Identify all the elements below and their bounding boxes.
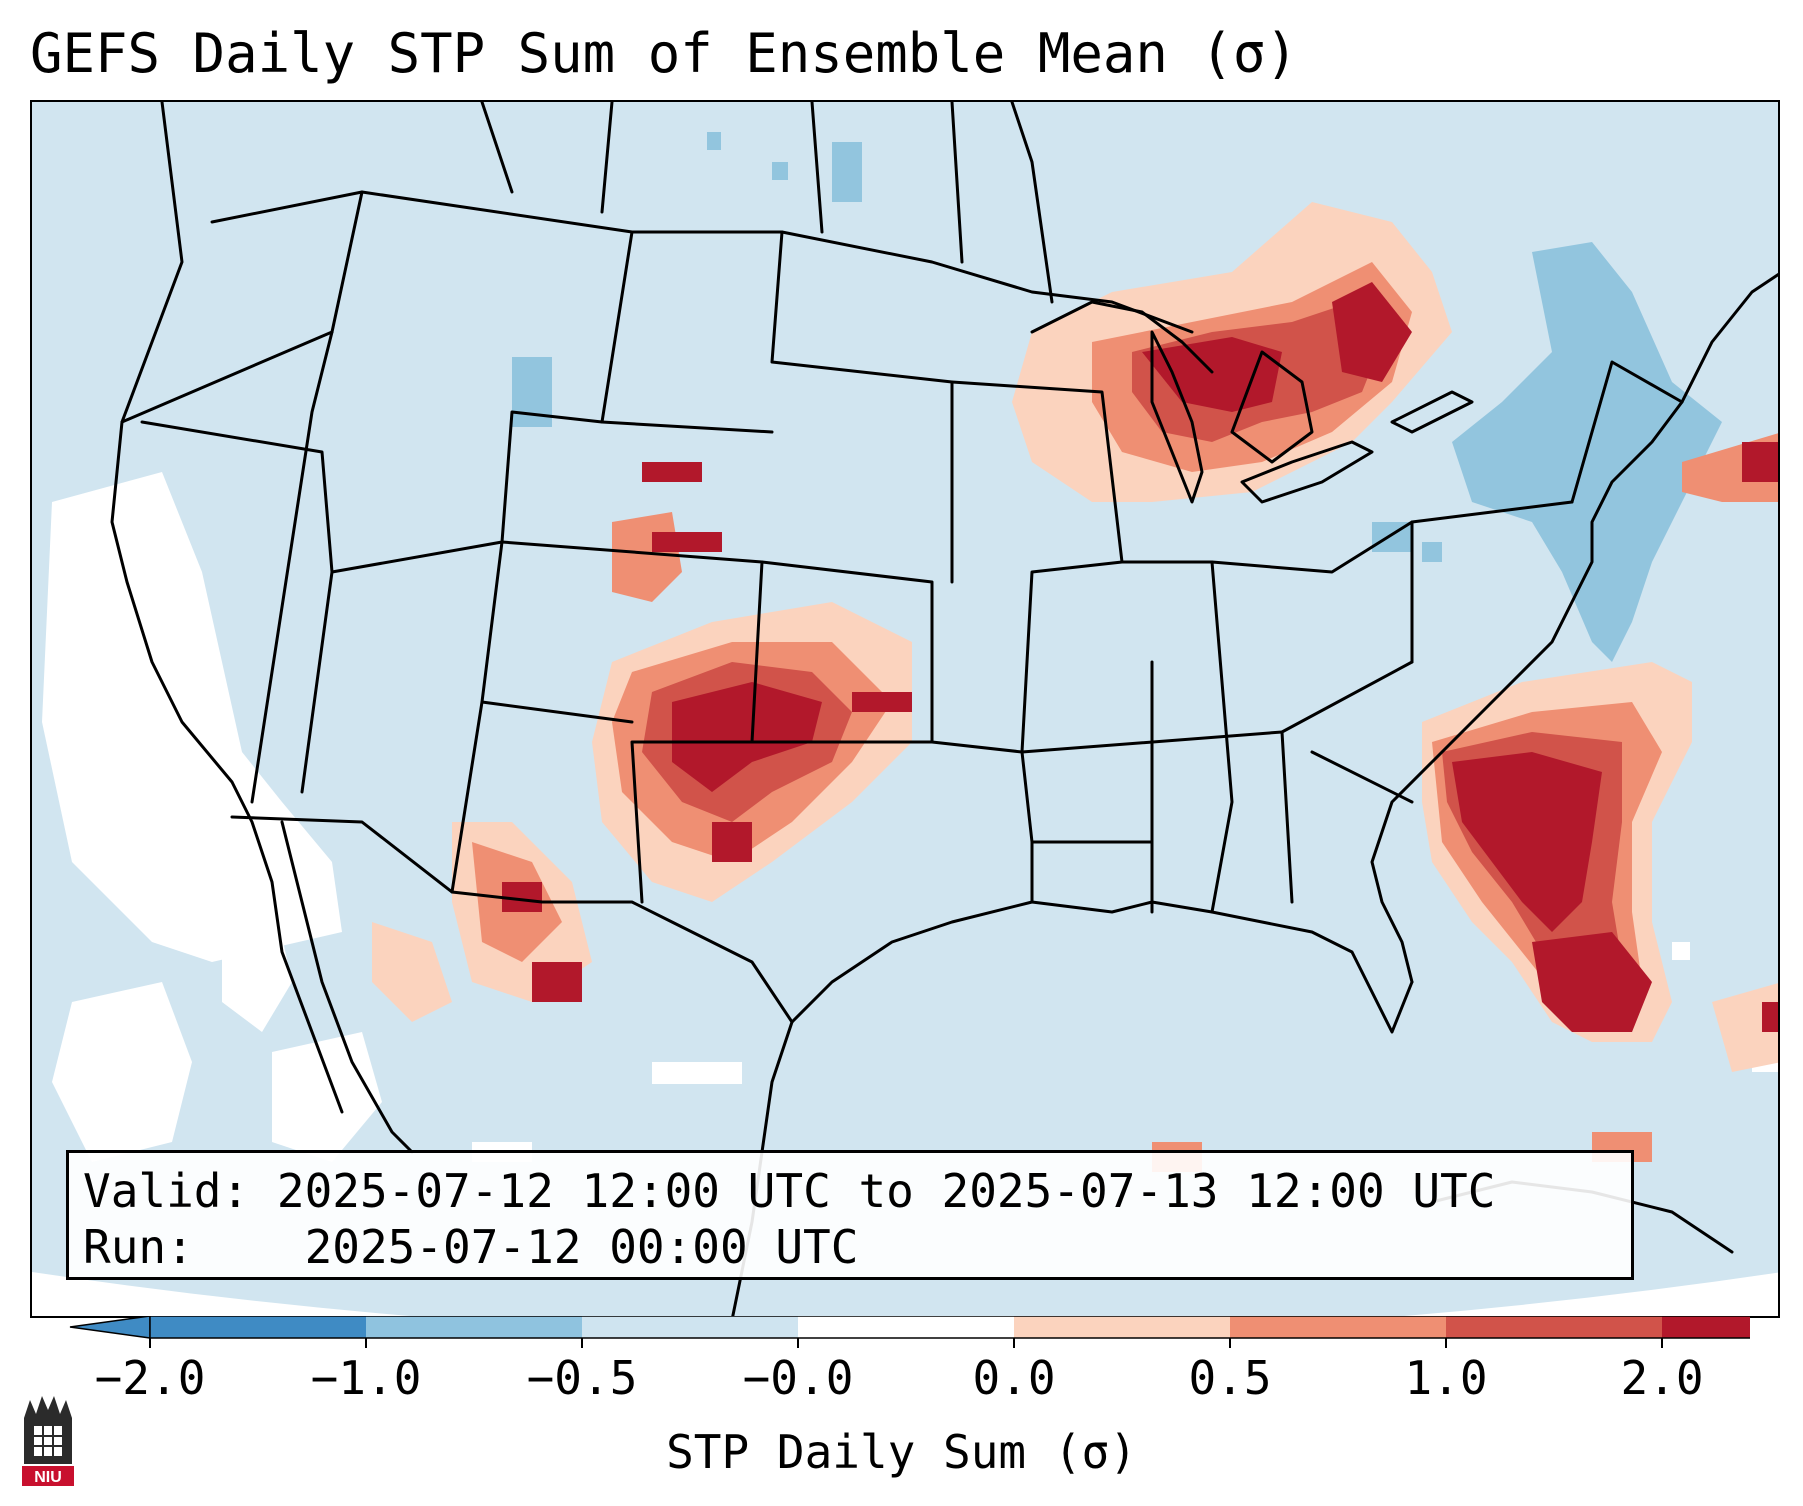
positive-anomaly-patches (372, 202, 1778, 1172)
colorbar-swatch (1014, 1316, 1230, 1338)
colorbar-swatch (1230, 1316, 1446, 1338)
colorbar-swatch (150, 1316, 366, 1338)
colorbar-tick-label: 1.0 (1404, 1351, 1487, 1405)
colorbar-swatch (1446, 1316, 1662, 1338)
colorbar-tick-label: −2.0 (95, 1351, 206, 1405)
run-row: Run: 2025-07-12 00:00 UTC (83, 1219, 1617, 1275)
colorbar: −2.0 −1.0 −0.5 −0.0 0.0 0.5 1.0 2.0 (69, 1316, 1750, 1405)
run-label: Run: (83, 1220, 194, 1274)
map-title: GEFS Daily STP Sum of Ensemble Mean (σ) (30, 22, 1298, 85)
niu-logo: NIU (22, 1396, 74, 1486)
valid-run-box: Valid: 2025-07-12 12:00 UTC to 2025-07-1… (66, 1150, 1634, 1280)
colorbar-swatch (798, 1316, 1014, 1338)
colorbar-tick-label: 0.0 (972, 1351, 1055, 1405)
colorbar-tick-label: −0.5 (527, 1351, 638, 1405)
valid-label: Valid: (83, 1164, 250, 1218)
stp-map (32, 102, 1778, 1316)
colorbar-tick-label: −1.0 (311, 1351, 422, 1405)
colorbar-tick-label: 0.5 (1188, 1351, 1271, 1405)
colorbar-swatch (366, 1316, 582, 1338)
colorbar-label: STP Daily Sum (σ) (666, 1425, 1137, 1479)
colorbar-tick-label: 2.0 (1620, 1351, 1703, 1405)
valid-row: Valid: 2025-07-12 12:00 UTC to 2025-07-1… (83, 1163, 1617, 1219)
map-panel (30, 100, 1780, 1318)
logo-text: NIU (34, 1469, 62, 1486)
colorbar-swatch (1662, 1316, 1750, 1338)
colorbar-tick-label: −0.0 (743, 1351, 854, 1405)
colorbar-swatch (582, 1316, 798, 1338)
valid-value: 2025-07-12 12:00 UTC to 2025-07-13 12:00… (276, 1164, 1496, 1218)
colorbar-extend-low (69, 1316, 151, 1339)
run-value: 2025-07-12 00:00 UTC (304, 1220, 859, 1274)
